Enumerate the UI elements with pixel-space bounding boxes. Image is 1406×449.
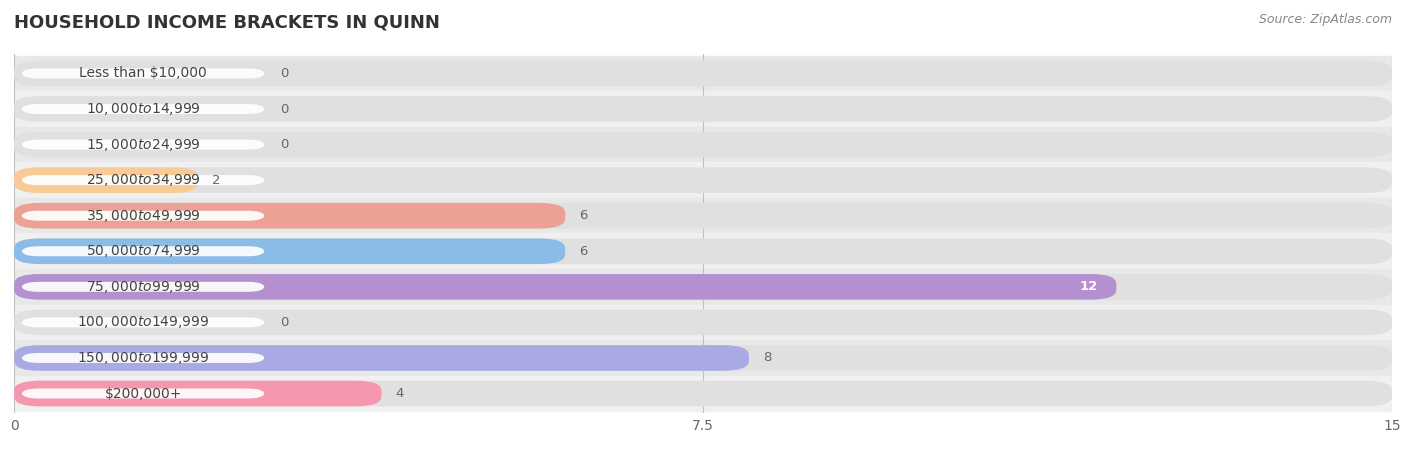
FancyBboxPatch shape [14,167,198,193]
Text: 0: 0 [280,316,288,329]
Text: Source: ZipAtlas.com: Source: ZipAtlas.com [1258,13,1392,26]
Text: 6: 6 [579,245,588,258]
FancyBboxPatch shape [21,282,264,292]
Text: $200,000+: $200,000+ [104,387,181,401]
Text: 0: 0 [280,138,288,151]
FancyBboxPatch shape [21,175,264,185]
Text: $150,000 to $199,999: $150,000 to $199,999 [77,350,209,366]
Bar [14,304,1392,340]
Text: 12: 12 [1080,280,1098,293]
FancyBboxPatch shape [14,274,1392,299]
Text: 8: 8 [762,352,770,365]
FancyBboxPatch shape [14,345,749,371]
Bar [14,198,1392,233]
FancyBboxPatch shape [14,96,1392,122]
Bar [14,376,1392,411]
Bar [14,163,1392,198]
FancyBboxPatch shape [14,345,1392,371]
Text: $75,000 to $99,999: $75,000 to $99,999 [86,279,201,295]
Text: 0: 0 [280,67,288,80]
Bar [14,127,1392,163]
Text: 6: 6 [579,209,588,222]
FancyBboxPatch shape [14,238,565,264]
FancyBboxPatch shape [21,317,264,327]
Bar [14,269,1392,304]
Text: $25,000 to $34,999: $25,000 to $34,999 [86,172,201,188]
Text: $10,000 to $14,999: $10,000 to $14,999 [86,101,201,117]
Text: $50,000 to $74,999: $50,000 to $74,999 [86,243,201,259]
FancyBboxPatch shape [21,104,264,114]
FancyBboxPatch shape [21,140,264,150]
FancyBboxPatch shape [21,388,264,399]
FancyBboxPatch shape [14,381,381,406]
FancyBboxPatch shape [14,310,1392,335]
FancyBboxPatch shape [14,132,1392,157]
Text: Less than $10,000: Less than $10,000 [79,66,207,80]
Bar [14,340,1392,376]
FancyBboxPatch shape [21,247,264,256]
FancyBboxPatch shape [21,211,264,220]
Text: 4: 4 [395,387,404,400]
FancyBboxPatch shape [21,353,264,363]
Text: $100,000 to $149,999: $100,000 to $149,999 [77,314,209,330]
Bar [14,91,1392,127]
FancyBboxPatch shape [14,381,1392,406]
Text: 0: 0 [280,102,288,115]
FancyBboxPatch shape [14,238,1392,264]
FancyBboxPatch shape [14,61,1392,86]
Text: HOUSEHOLD INCOME BRACKETS IN QUINN: HOUSEHOLD INCOME BRACKETS IN QUINN [14,13,440,31]
FancyBboxPatch shape [14,274,1116,299]
FancyBboxPatch shape [14,203,565,229]
FancyBboxPatch shape [14,203,1392,229]
FancyBboxPatch shape [14,167,1392,193]
Text: $15,000 to $24,999: $15,000 to $24,999 [86,136,201,153]
FancyBboxPatch shape [21,68,264,79]
Bar [14,233,1392,269]
Text: $35,000 to $49,999: $35,000 to $49,999 [86,208,201,224]
Bar [14,56,1392,91]
Text: 2: 2 [211,174,221,187]
